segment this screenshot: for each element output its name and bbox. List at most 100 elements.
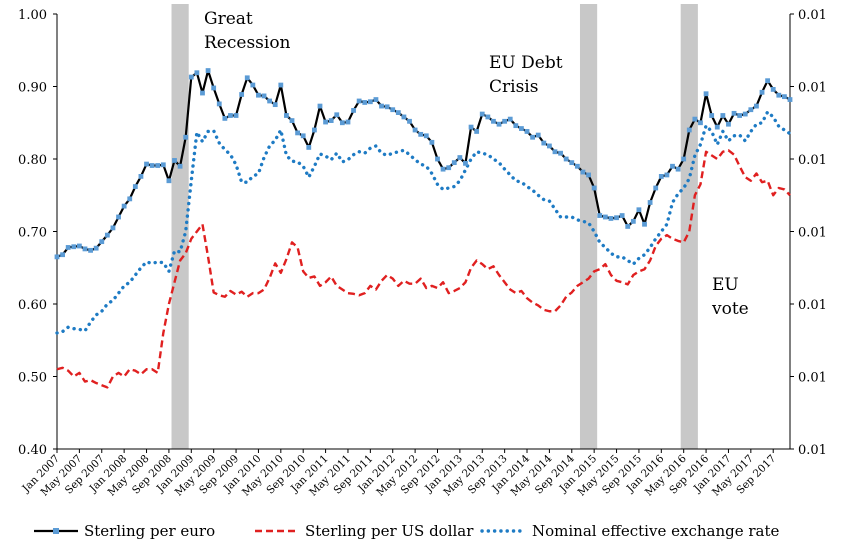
data-point	[703, 91, 709, 97]
data-point	[535, 132, 541, 138]
data-point	[65, 245, 71, 250]
data-point	[502, 118, 508, 124]
annotations: Great Recession EU Debt Crisis EU vote	[204, 9, 749, 319]
data-point	[491, 118, 496, 124]
tick-labels: 0.40 0.01 0.50 0.01 0.60 0.01 0.70 0.01 0.80 0.01…	[18, 8, 827, 499]
data-point	[597, 213, 603, 218]
data-point	[507, 116, 513, 122]
data-point	[670, 163, 675, 169]
data-point	[591, 185, 597, 191]
data-point	[311, 127, 317, 133]
shaded-period-1	[171, 4, 189, 449]
data-point	[742, 111, 748, 117]
data-point	[88, 247, 93, 253]
data-point	[787, 97, 793, 102]
data-point	[250, 82, 256, 88]
data-point	[435, 156, 440, 162]
annotation-text: Recession	[204, 33, 291, 53]
y-right-tick-label: 0.01	[798, 298, 827, 313]
data-point	[748, 107, 754, 113]
data-point	[658, 174, 664, 179]
data-point	[188, 74, 194, 80]
data-point	[782, 94, 787, 100]
data-point	[630, 218, 636, 224]
data-point	[709, 113, 715, 118]
data-point	[407, 118, 412, 124]
data-point	[446, 165, 452, 171]
data-point	[602, 214, 608, 220]
data-point	[423, 133, 429, 139]
data-point	[401, 114, 407, 120]
data-point	[362, 100, 368, 105]
data-point	[675, 166, 681, 172]
legend-label: Nominal effective exchange rate	[532, 522, 779, 540]
data-point	[328, 118, 334, 123]
y-right-tick-label: 0.01	[798, 81, 827, 96]
data-point	[339, 120, 345, 126]
data-point	[110, 225, 116, 231]
shaded-periods	[171, 4, 698, 449]
data-point	[356, 98, 362, 104]
data-point	[698, 120, 703, 126]
y-right-tick-label: 0.01	[798, 226, 827, 241]
data-point	[233, 113, 239, 118]
data-point	[647, 200, 653, 205]
series-lines	[54, 68, 793, 389]
data-point	[222, 116, 228, 121]
data-point	[306, 145, 312, 150]
data-point	[770, 87, 776, 92]
data-point	[244, 75, 250, 81]
data-point	[479, 111, 485, 117]
data-point	[228, 113, 233, 118]
legend-marker	[53, 528, 59, 534]
data-point	[546, 143, 552, 149]
data-point	[295, 130, 301, 136]
data-point	[513, 123, 519, 129]
data-point	[563, 156, 569, 162]
data-point	[496, 121, 502, 127]
data-point	[384, 104, 390, 110]
data-point	[367, 99, 373, 105]
series-line-2	[56, 149, 791, 389]
data-point	[71, 244, 77, 250]
data-point	[636, 207, 642, 213]
data-point	[160, 162, 166, 168]
data-point	[664, 172, 670, 178]
data-point	[323, 119, 328, 125]
data-point	[351, 108, 356, 113]
data-point	[172, 158, 177, 163]
annotation-text: EU Debt	[489, 53, 563, 73]
data-point	[765, 78, 771, 84]
data-point	[574, 163, 580, 169]
data-point	[776, 92, 782, 98]
data-point	[256, 92, 261, 98]
data-point	[440, 166, 446, 172]
data-point	[731, 110, 737, 116]
y-left-tick-label: 0.40	[18, 443, 47, 458]
data-point	[686, 127, 692, 133]
y-left-tick-label: 0.90	[18, 81, 47, 96]
data-point	[138, 174, 144, 179]
data-point	[468, 124, 474, 130]
data-point	[524, 129, 530, 134]
y-right-tick-label: 0.01	[798, 371, 827, 386]
annotation-text: vote	[711, 299, 749, 319]
data-point	[177, 163, 183, 169]
data-point	[653, 185, 659, 191]
data-point	[183, 134, 189, 140]
data-point	[754, 103, 759, 109]
data-point	[569, 160, 575, 166]
data-point	[155, 163, 161, 168]
shaded-period-2	[579, 4, 598, 449]
data-point	[412, 127, 418, 133]
data-point	[418, 131, 424, 137]
data-point	[720, 113, 726, 118]
data-point	[166, 178, 172, 184]
data-point	[714, 124, 720, 130]
data-point	[373, 97, 379, 102]
data-point	[619, 213, 625, 218]
data-point	[132, 184, 138, 189]
data-point	[474, 129, 480, 134]
data-point	[451, 160, 457, 166]
legend: Sterling per euro Sterling per US dollar N…	[34, 522, 779, 540]
